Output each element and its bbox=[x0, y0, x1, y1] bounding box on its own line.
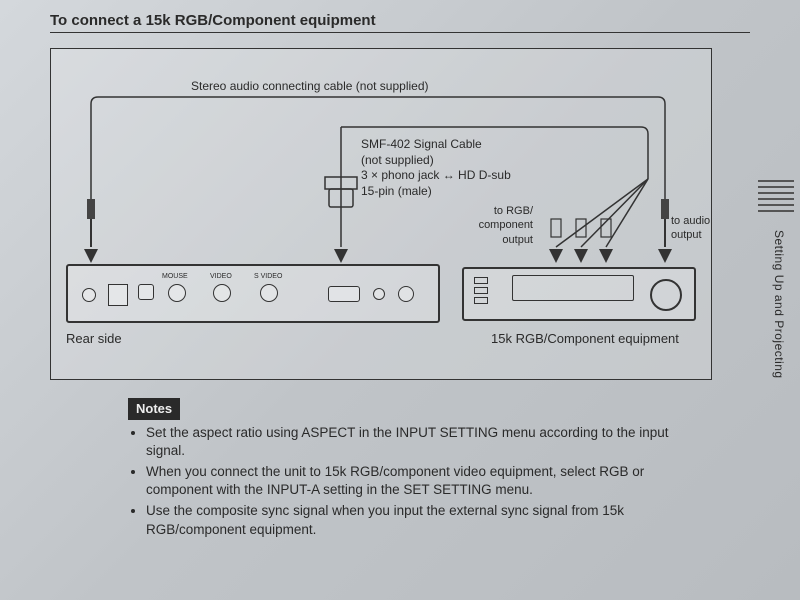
usb-port bbox=[138, 284, 154, 300]
rear-panel: MOUSE VIDEO S VIDEO bbox=[66, 264, 440, 323]
signal-cable-label: SMF-402 Signal Cable (not supplied) 3 × … bbox=[361, 137, 551, 199]
rgb-output-label: to RGB/ component output bbox=[463, 204, 533, 247]
arrow-icon bbox=[84, 249, 98, 263]
rear-side-label: Rear side bbox=[66, 331, 122, 348]
arrow-icon bbox=[334, 249, 348, 263]
port bbox=[398, 286, 414, 302]
connection-diagram: Stereo audio connecting cable (not suppl… bbox=[50, 48, 712, 380]
section-title: To connect a 15k RGB/Component equipment bbox=[50, 12, 376, 29]
arrow-icon bbox=[549, 249, 563, 263]
video-port bbox=[213, 284, 231, 302]
arrow-icon bbox=[599, 249, 613, 263]
notes-section: Notes Set the aspect ratio using ASPECT … bbox=[128, 398, 688, 542]
svideo-port bbox=[260, 284, 278, 302]
cable-lines bbox=[51, 49, 711, 379]
notes-heading: Notes bbox=[128, 398, 180, 420]
notes-list: Set the aspect ratio using ASPECT in the… bbox=[128, 424, 688, 539]
page-edge-marks bbox=[758, 180, 794, 220]
equipment-dial bbox=[650, 279, 682, 311]
audio-output-label: to audio output bbox=[671, 214, 711, 243]
title-underline bbox=[50, 32, 750, 33]
port bbox=[373, 288, 385, 300]
vga-port bbox=[328, 286, 360, 302]
equipment-tray bbox=[512, 275, 634, 301]
port bbox=[108, 284, 128, 306]
arrow-icon bbox=[574, 249, 588, 263]
component-equipment bbox=[462, 267, 696, 321]
note-item: When you connect the unit to 15k RGB/com… bbox=[146, 463, 688, 499]
mouse-port bbox=[168, 284, 186, 302]
note-item: Set the aspect ratio using ASPECT in the… bbox=[146, 424, 688, 460]
equipment-label: 15k RGB/Component equipment bbox=[491, 331, 679, 348]
equipment-buttons bbox=[474, 277, 494, 309]
svideo-port-label: S VIDEO bbox=[254, 272, 282, 281]
note-item: Use the composite sync signal when you i… bbox=[146, 502, 688, 538]
video-port-label: VIDEO bbox=[210, 272, 232, 281]
manual-page: To connect a 15k RGB/Component equipment bbox=[0, 0, 800, 600]
audio-in-port bbox=[82, 288, 96, 302]
stereo-cable-label: Stereo audio connecting cable (not suppl… bbox=[191, 79, 429, 95]
section-tab-label: Setting Up and Projecting bbox=[772, 230, 786, 379]
arrow-icon bbox=[658, 249, 672, 263]
mouse-port-label: MOUSE bbox=[162, 272, 188, 281]
